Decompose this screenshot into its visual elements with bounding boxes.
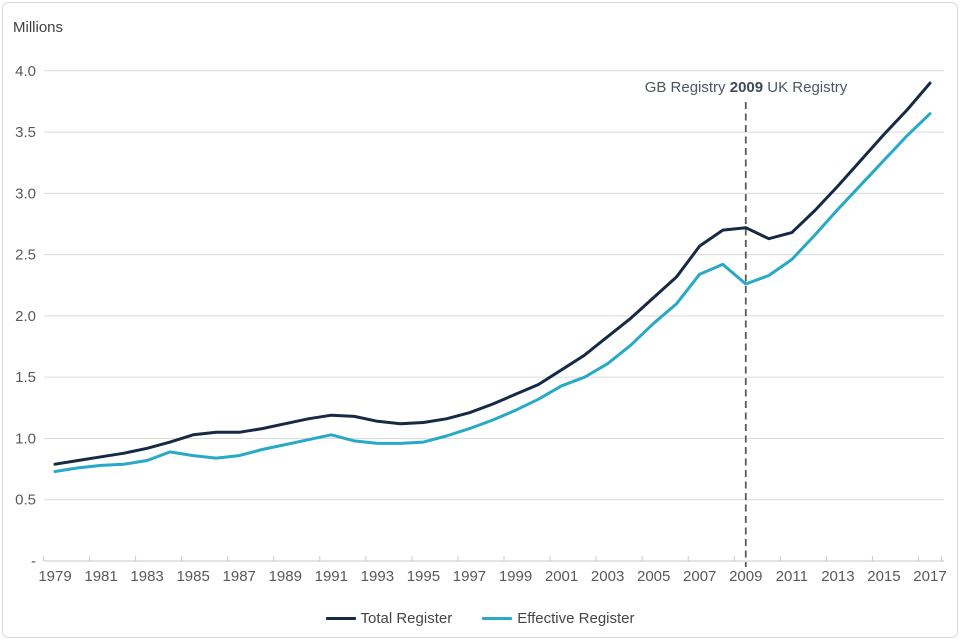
effective-register-line (53, 112, 932, 473)
y-axis-tick-label: 0.5 (15, 492, 36, 509)
annotation-left-text: GB Registry (644, 79, 730, 96)
x-axis-tick-label: 2001 (545, 568, 578, 585)
x-axis-tick-label: 1985 (176, 568, 209, 585)
y-axis-tick-label: 1.5 (15, 369, 36, 386)
x-axis-tick-label: 1981 (84, 568, 117, 585)
x-axis-tick-label: 1983 (130, 568, 163, 585)
x-axis-tick-label: 2015 (867, 568, 900, 585)
y-axis-tick-label: 2.5 (15, 247, 36, 264)
x-axis-tick-label: 1989 (269, 568, 302, 585)
x-axis-tick-label: 2005 (637, 568, 670, 585)
chart-legend: Total Register Effective Register (0, 605, 960, 631)
x-axis-tick-label: 2003 (591, 568, 624, 585)
annotation-right-text: UK Registry (763, 79, 848, 96)
x-axis-tick-label: 1991 (315, 568, 348, 585)
x-axis-tick-label: 2009 (729, 568, 762, 585)
legend-label: Effective Register (517, 609, 635, 627)
legend-item-effective-register: Effective Register (482, 609, 635, 627)
y-axis-tick-label: 3.5 (15, 124, 36, 141)
y-axis-tick-label: 3.0 (15, 185, 36, 202)
y-axis-tick-label: 4.0 (15, 63, 36, 80)
y-axis-unit-label: Millions (13, 19, 64, 36)
y-axis-tick-label: 2.0 (15, 308, 36, 325)
x-axis-tick-label: 1993 (361, 568, 394, 585)
x-axis-tick-label: 1979 (38, 568, 71, 585)
legend-label: Total Register (360, 609, 453, 627)
x-axis-tick-label: 1995 (407, 568, 440, 585)
y-axis-tick-label: - (31, 553, 36, 570)
total-register-line (53, 81, 932, 466)
x-axis-tick-label: 2011 (776, 568, 808, 585)
annotation-year: 2009 (729, 79, 764, 96)
y-axis-tick-label: 1.0 (15, 430, 36, 447)
legend-item-total-register: Total Register (325, 609, 453, 627)
total-register-swatch (325, 616, 356, 620)
x-axis-tick-label: 1997 (453, 568, 486, 585)
registry-change-annotation: GB Registry 2009 UK Registry (645, 79, 848, 96)
x-axis-tick-label: 2013 (821, 568, 854, 585)
x-axis-tick-label: 1999 (499, 568, 532, 585)
x-axis-tick-label: 2007 (683, 568, 716, 585)
effective-register-swatch (482, 616, 513, 620)
x-axis-tick-label: 2017 (913, 568, 946, 585)
x-axis-tick-label: 1987 (223, 568, 256, 585)
